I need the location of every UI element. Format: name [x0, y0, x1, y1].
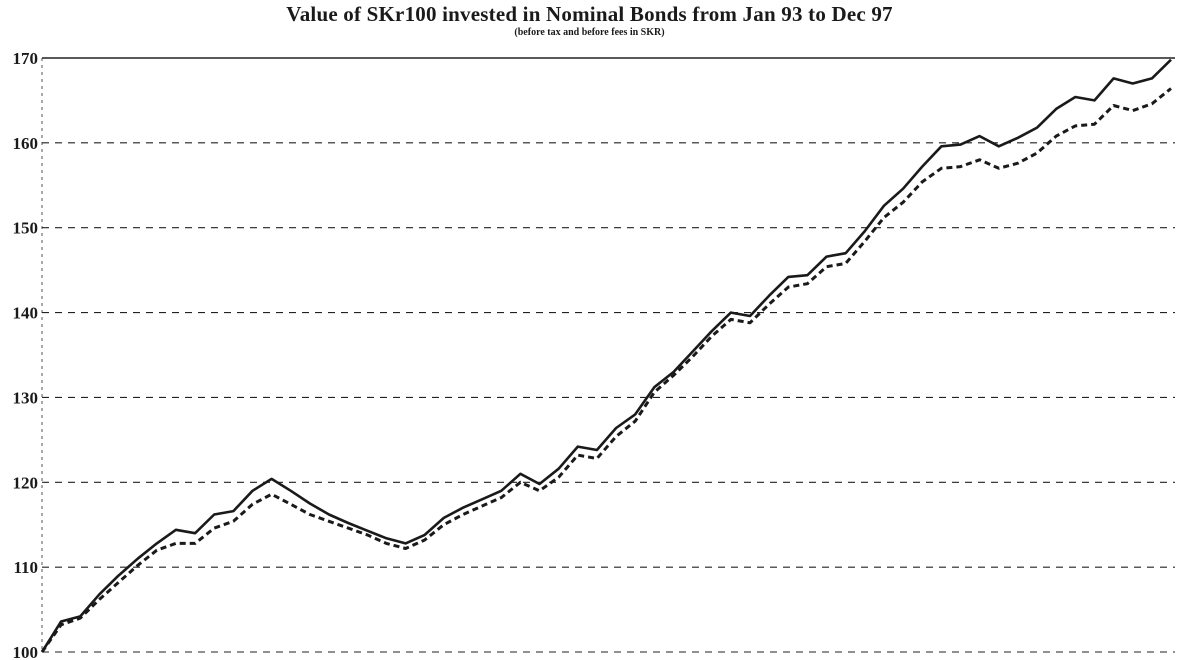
y-tick-label-170: 170: [13, 49, 39, 68]
y-tick-label-160: 160: [13, 134, 39, 153]
y-tick-label-110: 110: [13, 558, 38, 577]
chart-title: Value of SKr100 invested in Nominal Bond…: [286, 2, 893, 26]
y-tick-label-120: 120: [13, 473, 39, 492]
y-tick-label-140: 140: [13, 304, 39, 323]
y-tick-label-100: 100: [13, 643, 39, 660]
series-line-2-dashed: [40, 87, 1172, 653]
chart-subtitle: (before tax and before fees in SKR): [514, 27, 665, 38]
y-tick-label-150: 150: [13, 219, 39, 238]
series-line-1-solid: [40, 58, 1172, 653]
y-tick-label-130: 130: [13, 388, 39, 407]
